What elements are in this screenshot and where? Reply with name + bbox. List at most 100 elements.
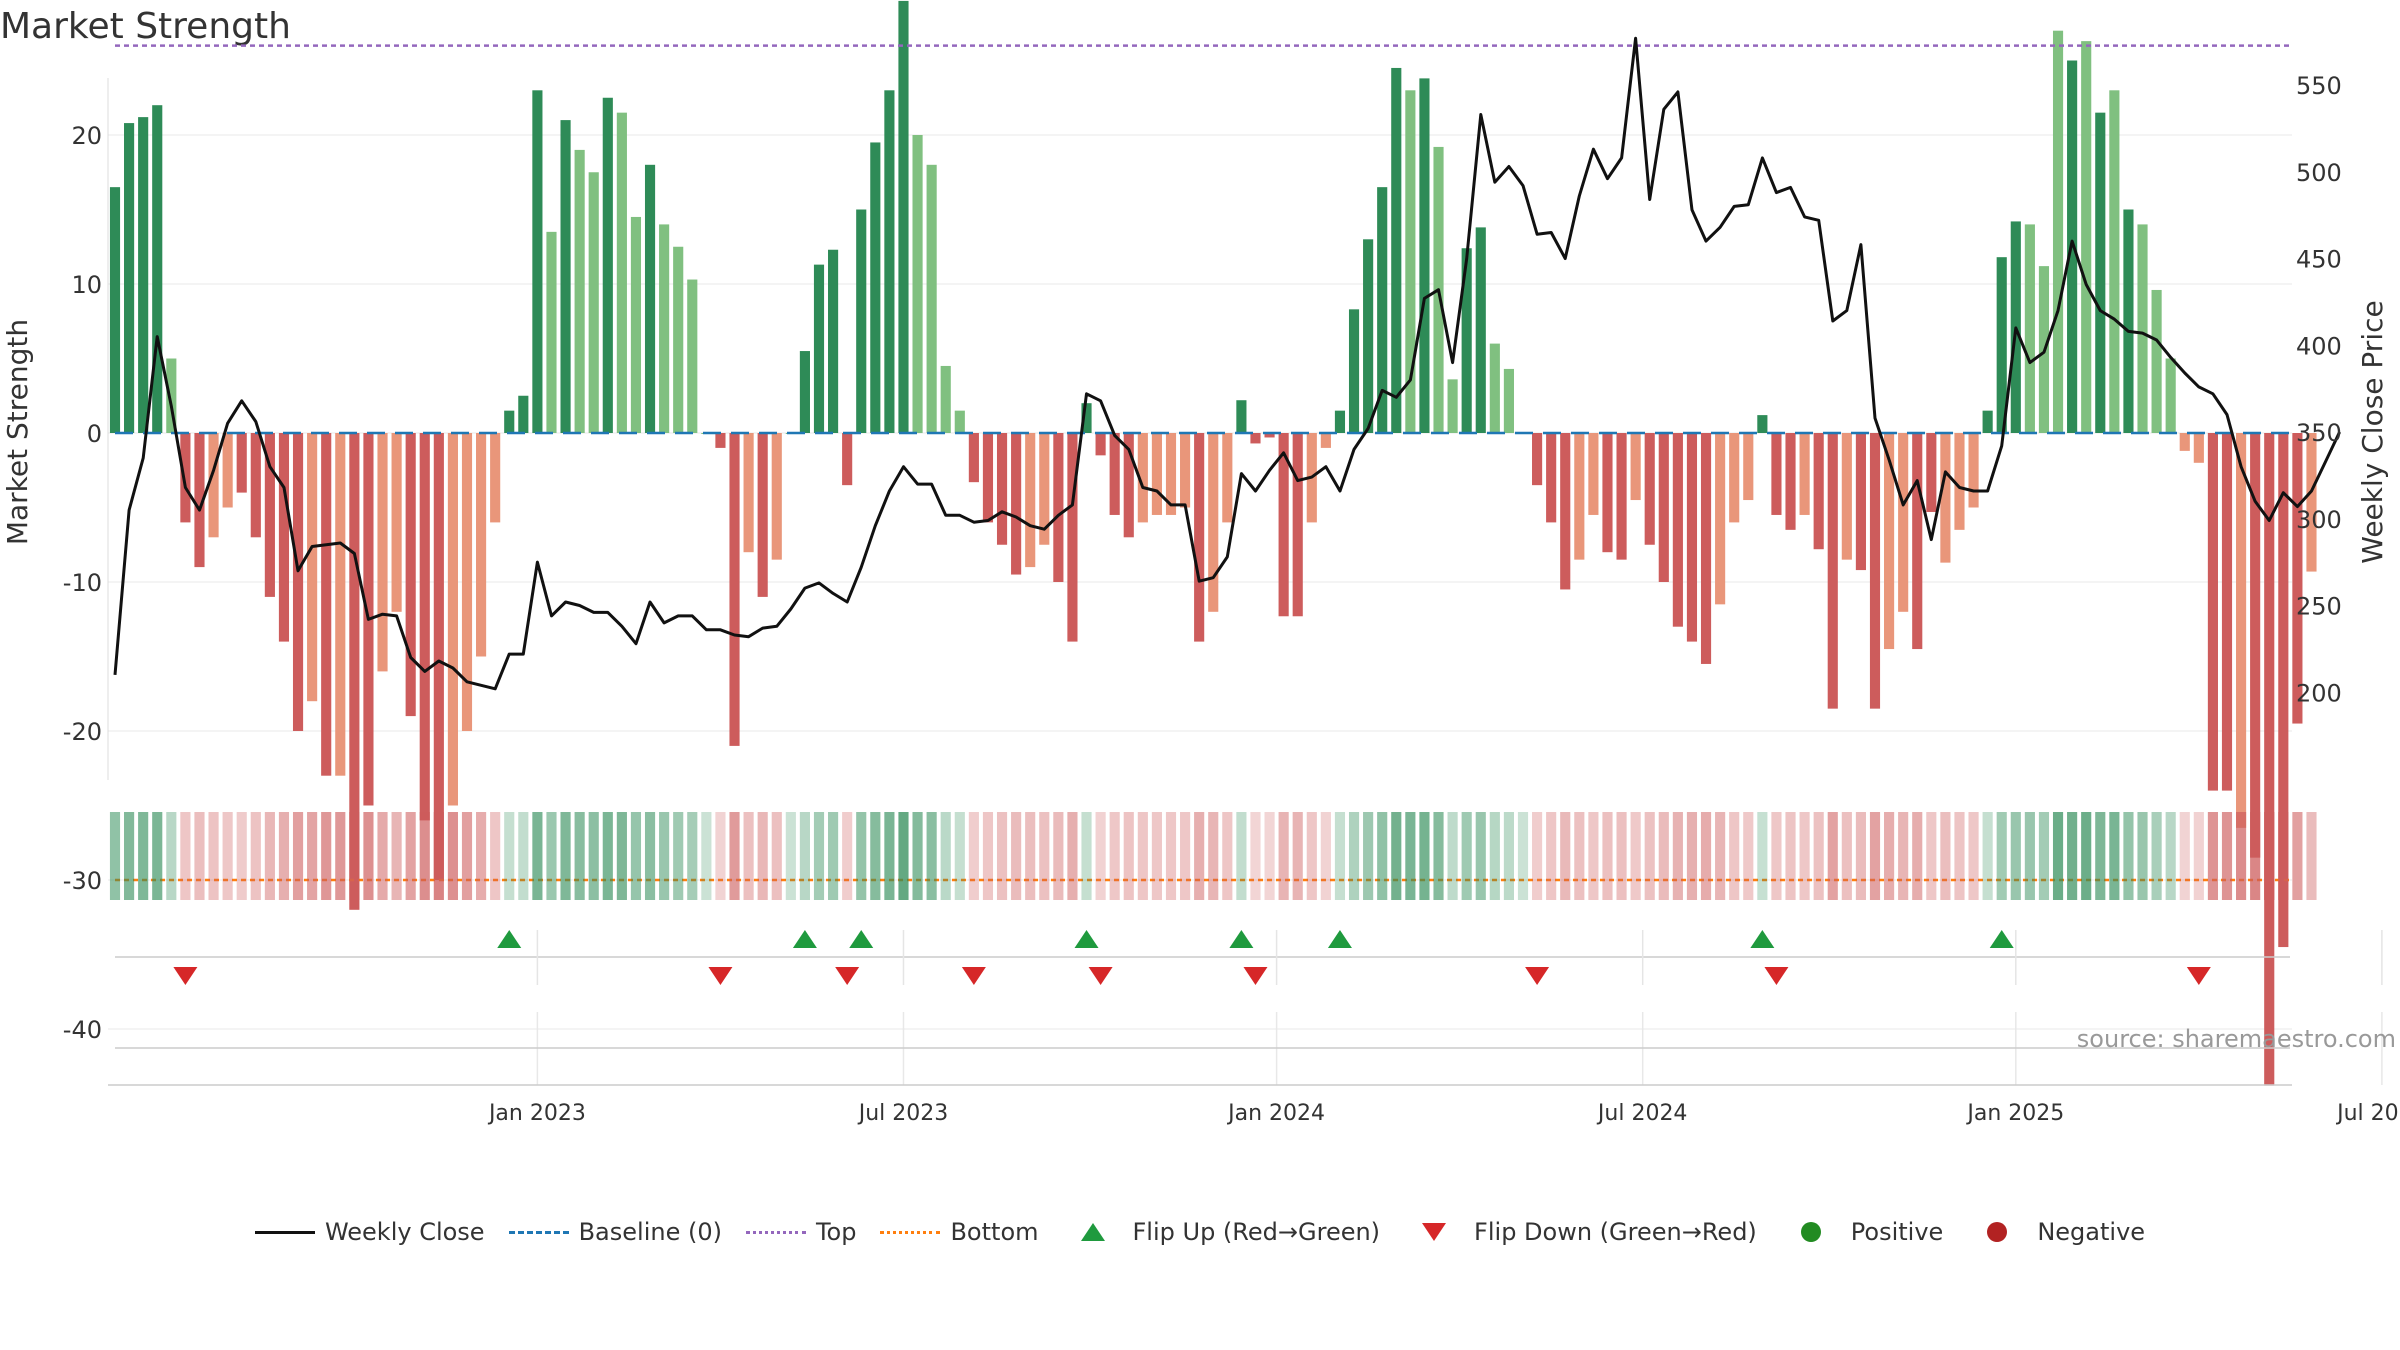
strength-bar [1334, 410, 1346, 433]
strength-bar [954, 410, 965, 433]
strength-bar [828, 249, 839, 433]
strength-bar [574, 149, 585, 433]
strength-bar [616, 112, 627, 434]
strength-bar [743, 433, 754, 553]
strip-cell [813, 812, 825, 900]
strip-cell [785, 812, 796, 900]
strip-cell [250, 812, 261, 900]
legend-symbol [745, 1220, 806, 1244]
y-tick-label: 20 [71, 122, 102, 150]
strip-cell [1630, 812, 1641, 900]
legend-label: Baseline (0) [578, 1218, 722, 1246]
strength-bar [1447, 379, 1458, 433]
strength-bar [1095, 433, 1106, 456]
strength-bar [1700, 433, 1712, 664]
y2-tick-label: 200 [2296, 679, 2342, 707]
strength-bar [1588, 433, 1599, 515]
strip-cell [1334, 812, 1346, 900]
strip-cell [588, 812, 599, 900]
flip-down-marker [961, 967, 986, 985]
strength-bar [2081, 41, 2092, 433]
strength-bar [1250, 433, 1261, 444]
y-tick-label: -30 [63, 867, 102, 895]
strength-bar [1884, 433, 1895, 650]
strip-cell [1968, 812, 1979, 900]
strip-cell [222, 812, 233, 900]
strip-cell [799, 812, 810, 900]
strength-bar [715, 433, 726, 448]
y2-axis-label: Weekly Close Price [2356, 300, 2389, 563]
strength-bar [2123, 209, 2134, 433]
strip-cell [1095, 812, 1106, 900]
strength-bar [602, 97, 613, 433]
strip-cell [1447, 812, 1458, 900]
legend-label: Flip Up (Red→Green) [1132, 1218, 1381, 1246]
strip-cell [701, 812, 712, 900]
legend-label: Negative [2037, 1218, 2146, 1246]
strength-bar [1996, 257, 2007, 433]
strip-cell [715, 812, 726, 900]
strip-cell [447, 812, 458, 900]
strip-cell [2165, 812, 2176, 900]
strip-cell [616, 812, 627, 900]
strip-cell [1574, 812, 1585, 900]
strip-cell [1039, 812, 1050, 900]
strength-bar [1363, 239, 1374, 433]
strip-cell [2010, 812, 2021, 900]
legend-item: Flip Down (Green→Red) [1404, 1218, 1757, 1246]
strip-cell [349, 812, 360, 900]
legend-label: Flip Down (Green→Red) [1474, 1218, 1757, 1246]
flip-up-marker [1074, 930, 1099, 948]
strip-cell [1644, 812, 1655, 900]
strip-cell [2109, 812, 2120, 900]
strength-bar [1799, 433, 1810, 515]
strip-cell [278, 812, 290, 900]
strength-bar [926, 164, 937, 434]
strip-cell [1025, 812, 1036, 900]
flip-up-marker [1229, 930, 1254, 948]
strength-bars [109, 0, 2317, 1086]
strip-cell [1067, 812, 1078, 900]
chart-legend: Weekly Close Baseline (0) Top Bottom Flip Up… [0, 1212, 2400, 1252]
strength-bar [1912, 433, 1923, 650]
legend-label: Weekly Close [324, 1218, 485, 1246]
strip-cell [1729, 812, 1740, 900]
strip-cell [152, 812, 163, 900]
strip-cell [1320, 812, 1331, 900]
strip-cell [1602, 812, 1613, 900]
strength-bar [2109, 90, 2120, 434]
strip-cell [1672, 812, 1683, 900]
strip-cell [1940, 812, 1951, 900]
strip-cell [1222, 812, 1233, 900]
strip-cell [2179, 812, 2190, 900]
strip-cell [532, 812, 543, 900]
price-line-layer [113, 36, 2341, 691]
strip-cell [391, 812, 402, 900]
strip-cell [1743, 812, 1754, 900]
legend-label: Positive [1850, 1218, 1944, 1246]
strip-cell [138, 812, 149, 900]
strength-bar [377, 433, 388, 672]
strip-cell [828, 812, 839, 900]
strength-bar [180, 433, 191, 523]
strip-cell [109, 812, 121, 900]
strength-bar [166, 358, 177, 433]
y2-tick-label: 450 [2296, 246, 2342, 274]
strength-bar [644, 164, 656, 434]
strength-bar [996, 433, 1008, 545]
strip-cell [1841, 812, 1852, 900]
strength-bar [321, 433, 332, 776]
strip-cell [771, 812, 782, 900]
legend-item: Baseline (0) [508, 1218, 722, 1246]
strip-cell [1757, 812, 1768, 900]
strength-heat-strip [109, 812, 2317, 900]
strength-bar [2052, 30, 2064, 433]
strength-bar [1644, 433, 1655, 545]
y2-tick-label: 400 [2296, 332, 2342, 360]
strip-cell [2095, 812, 2106, 900]
strength-bar [2095, 112, 2106, 434]
strip-cell [2236, 812, 2247, 900]
strip-cell [2264, 812, 2275, 900]
strip-cell [1884, 812, 1895, 900]
